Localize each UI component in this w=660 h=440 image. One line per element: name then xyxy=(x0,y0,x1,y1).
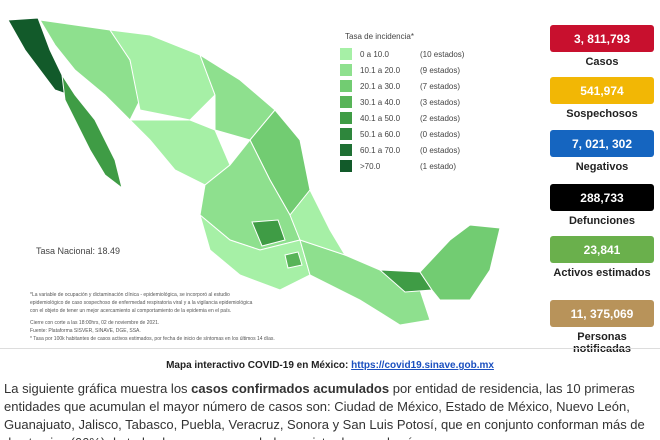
legend-row: 40.1 a 50.0 (2 estados) xyxy=(340,112,460,124)
state xyxy=(251,219,286,247)
stat-label: Casos xyxy=(585,56,619,68)
legend-swatch xyxy=(340,160,352,172)
state xyxy=(419,224,501,301)
stat-label: Defunciones xyxy=(568,215,635,227)
legend-title: Tasa de incidencia* xyxy=(345,32,414,41)
stat-value: 7, 021, 302 xyxy=(550,130,654,157)
legend-swatch xyxy=(340,96,352,108)
legend-range: 30.1 a 40.0 xyxy=(360,97,401,107)
footnote: Fuente: Plataforma SISVER, SINAVE, DGE, … xyxy=(30,328,141,334)
state xyxy=(284,251,303,269)
stat-label: Activos estimados xyxy=(553,267,651,279)
state xyxy=(108,29,216,121)
map-link[interactable]: https://covid19.sinave.gob.mx xyxy=(351,360,494,371)
divider xyxy=(0,348,660,349)
stat-label: Personas notificadas xyxy=(572,331,632,355)
legend-count: (7 estados) xyxy=(420,81,461,91)
legend-row: 20.1 a 30.0 (7 estados) xyxy=(340,80,460,92)
legend-row: 30.1 a 40.0 (3 estados) xyxy=(340,96,460,108)
legend-swatch xyxy=(340,144,352,156)
legend-row: 10.1 a 20.0 (9 estados) xyxy=(340,64,460,76)
footnote: Cierre con corte a las 18:00hrs, 02 de n… xyxy=(30,320,160,326)
state xyxy=(61,74,123,190)
map xyxy=(7,17,501,326)
stat-value: 11, 375,069 xyxy=(550,300,654,327)
stat-value: 3, 811,793 xyxy=(550,25,654,52)
paragraph: La siguiente gráfica muestra los casos c… xyxy=(4,380,656,440)
legend-swatch xyxy=(340,128,352,140)
legend-range: >70.0 xyxy=(360,161,381,171)
paragraph-text: La siguiente gráfica muestra los xyxy=(4,381,192,396)
footnote: * Tasa por 100k habitantes de casos acti… xyxy=(30,336,275,342)
legend-count: (0 estados) xyxy=(420,129,461,139)
footnote: epidemiológico de caso sospechoso de enf… xyxy=(30,300,253,306)
legend-range: 10.1 a 20.0 xyxy=(360,65,401,75)
legend-count: (1 estado) xyxy=(420,161,457,171)
national-rate: Tasa Nacional: 18.49 xyxy=(36,246,121,256)
legend-range: 20.1 a 30.0 xyxy=(360,81,401,91)
legend-row: 50.1 a 60.0 (0 estados) xyxy=(340,128,460,140)
legend-count: (9 estados) xyxy=(420,65,461,75)
legend-range: 60.1 a 70.0 xyxy=(360,145,401,155)
legend-swatch xyxy=(340,80,352,92)
legend-swatch xyxy=(340,64,352,76)
legend-range: 0 a 10.0 xyxy=(360,49,389,59)
footnote: con el objeto de tener un mejor acercami… xyxy=(30,308,232,314)
state xyxy=(289,189,347,256)
map-link-line: Mapa interactivo COVID-19 en México: htt… xyxy=(0,360,660,371)
stat-label: Negativos xyxy=(575,161,629,173)
legend-row: 60.1 a 70.0 (0 estados) xyxy=(340,144,460,156)
legend-row: >70.0 (1 estado) xyxy=(340,160,456,172)
stat-value: 23,841 xyxy=(550,236,654,263)
paragraph-bold: casos confirmados acumulados xyxy=(191,381,390,396)
legend-row: 0 a 10.0 (10 estados) xyxy=(340,48,464,60)
legend-count: (0 estados) xyxy=(420,145,461,155)
legend-swatch xyxy=(340,48,352,60)
stat-value: 288,733 xyxy=(550,184,654,211)
legend-count: (10 estados) xyxy=(420,49,465,59)
legend-count: (2 estados) xyxy=(420,113,461,123)
paragraph-text: por entidad de residencia, las 10 primer… xyxy=(4,381,645,440)
legend-range: 50.1 a 60.0 xyxy=(360,129,401,139)
map-link-text: Mapa interactivo COVID-19 en México: xyxy=(166,360,352,371)
legend-count: (3 estados) xyxy=(420,97,461,107)
state xyxy=(299,239,431,326)
state xyxy=(128,119,231,186)
legend-range: 40.1 a 50.0 xyxy=(360,113,401,123)
stat-value: 541,974 xyxy=(550,77,654,104)
footnote: *La variable de ocupación y dictaminació… xyxy=(30,292,230,298)
legend-swatch xyxy=(340,112,352,124)
stat-label: Sospechosos xyxy=(566,108,638,120)
